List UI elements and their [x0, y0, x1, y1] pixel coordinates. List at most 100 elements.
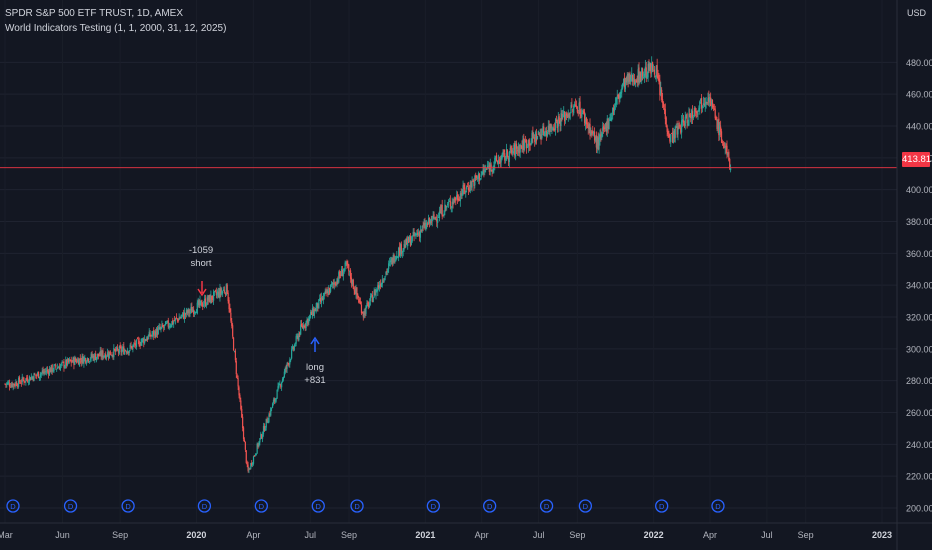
event-glyph: D — [316, 502, 322, 511]
candle-body — [533, 135, 535, 137]
candle-body — [446, 206, 448, 209]
candle-body — [711, 99, 714, 108]
dividend-event-icon[interactable] — [63, 499, 78, 513]
candle-body — [335, 284, 337, 286]
candle-body — [555, 119, 558, 122]
candle-body — [88, 361, 90, 363]
time-tick-label: Jul — [533, 530, 545, 540]
candle-body — [127, 351, 129, 354]
dividend-event-icon[interactable] — [578, 499, 593, 513]
dividend-event-icon[interactable] — [350, 499, 364, 513]
candle-body — [517, 145, 519, 153]
candle-body — [581, 112, 583, 118]
candle-body — [597, 136, 599, 149]
candle-body — [67, 358, 70, 363]
candle-body — [313, 309, 315, 316]
dividend-event-icon[interactable] — [197, 499, 212, 513]
candle-body — [447, 203, 449, 205]
candle-body — [321, 297, 324, 301]
candle-body — [300, 323, 303, 326]
indicator-title[interactable]: World Indicators Testing (1, 1, 2000, 31… — [5, 23, 227, 34]
candle-body — [695, 111, 697, 113]
candle-body — [452, 201, 454, 204]
candle-body — [190, 307, 192, 311]
candle-body — [247, 464, 249, 471]
candle-body — [85, 358, 87, 363]
candle-body — [363, 310, 365, 318]
currency-label[interactable]: USD — [906, 8, 926, 18]
candle-body — [375, 289, 377, 297]
candle-body — [124, 350, 126, 355]
event-glyph: D — [354, 502, 360, 511]
candle-body — [612, 107, 614, 115]
candle-body — [34, 374, 36, 376]
price-tick-label: 220.00 — [906, 472, 932, 482]
dividend-event-icon[interactable] — [254, 499, 268, 513]
candle-body — [96, 356, 98, 361]
candle-body — [279, 384, 281, 385]
candle-body — [571, 104, 573, 108]
candle-body — [710, 101, 713, 105]
candle-body — [615, 97, 617, 105]
candle-body — [273, 398, 275, 402]
event-glyph: D — [259, 502, 265, 511]
candle-body — [726, 145, 728, 156]
candle-body — [311, 307, 314, 317]
dividend-event-icon[interactable] — [426, 499, 441, 513]
candle-body — [11, 383, 13, 387]
candle-body — [288, 363, 290, 365]
candle-body — [486, 168, 488, 170]
candle-body — [640, 71, 642, 82]
dividend-event-icon[interactable] — [655, 499, 669, 513]
candle-body — [387, 268, 389, 273]
symbol-title[interactable]: SPDR S&P 500 ETF TRUST, 1D, AMEX — [5, 8, 184, 19]
price-axis: 480.00460.00440.00420.00400.00380.00360.… — [906, 58, 932, 514]
candle-body — [210, 294, 212, 304]
candle-body — [440, 206, 442, 214]
time-tick-label: Mar — [0, 530, 13, 540]
candle-body — [391, 257, 393, 265]
candle-body — [622, 83, 624, 89]
short-signal-label: -1059 short — [186, 244, 216, 270]
dividend-event-icon[interactable] — [483, 499, 497, 513]
candle-body — [628, 74, 630, 83]
candle-body — [76, 359, 79, 363]
candle-body — [610, 117, 612, 121]
candle-body — [559, 120, 561, 127]
dividend-event-icon[interactable] — [539, 499, 554, 513]
candle-body — [320, 297, 322, 302]
candle-body — [74, 357, 76, 365]
candle-body — [90, 353, 92, 359]
candle-body — [461, 194, 463, 196]
candle-body — [380, 283, 383, 287]
candle-body — [245, 450, 247, 463]
dividend-event-icon[interactable] — [311, 499, 325, 513]
candle-body — [548, 125, 550, 132]
event-glyph: D — [10, 502, 16, 511]
candle-body — [187, 308, 189, 313]
short-arrow-icon — [197, 281, 207, 297]
price-tick-label: 360.00 — [906, 249, 932, 259]
dividend-event-icon[interactable] — [711, 499, 725, 513]
candle-body — [136, 338, 139, 340]
candle-body — [535, 132, 537, 143]
chart-legend: SPDR S&P 500 ETF TRUST, 1D, AMEX World I… — [5, 6, 226, 36]
candle-body — [620, 91, 622, 94]
candle-body — [33, 373, 35, 382]
candle-body — [330, 283, 333, 285]
candle-body — [300, 324, 302, 335]
candle-body — [721, 141, 724, 144]
dividend-event-icon[interactable] — [121, 499, 135, 513]
candle-body — [232, 337, 235, 351]
candle-body — [341, 270, 344, 277]
candle-body — [63, 361, 65, 368]
candle-body — [413, 232, 415, 237]
candle-body — [16, 382, 18, 386]
dividend-event-icon[interactable] — [6, 499, 20, 513]
candle-body — [372, 297, 374, 303]
candle-body — [443, 213, 445, 216]
candle-body — [450, 206, 452, 209]
candle-body — [490, 164, 492, 169]
candle-body — [661, 99, 664, 103]
